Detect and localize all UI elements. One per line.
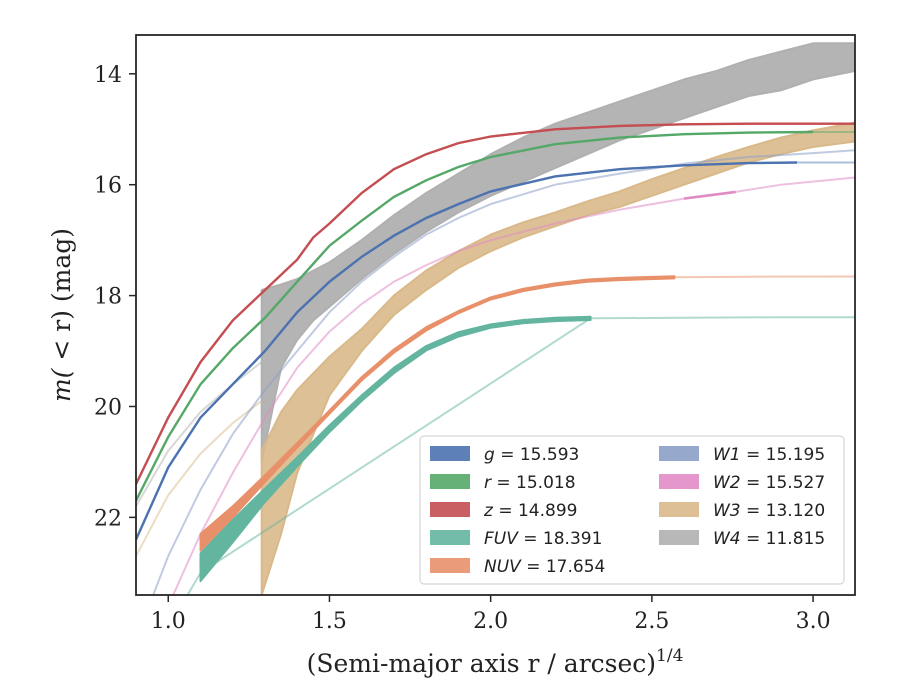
legend-swatch bbox=[430, 502, 470, 517]
series-w3-band bbox=[260, 121, 855, 595]
legend-item-w2: W2 = 15.527 bbox=[659, 473, 825, 493]
series-w3-extrapolation bbox=[136, 400, 263, 557]
ticks-layer: 1.0 1.5 2.0 2.5 3.0 14 16 18 20 22 bbox=[94, 63, 831, 634]
legend-swatch bbox=[659, 446, 699, 461]
legend-swatch bbox=[430, 530, 470, 545]
series-r bbox=[136, 130, 855, 502]
series-fuv bbox=[186, 315, 855, 595]
legend-frame bbox=[419, 435, 845, 585]
legend-label: z = 14.899 bbox=[483, 501, 577, 521]
legend-label: FUV = 18.391 bbox=[484, 529, 602, 549]
series-g-line bbox=[136, 161, 798, 541]
legend-swatch bbox=[659, 530, 699, 545]
series-w3 bbox=[136, 121, 855, 595]
legend-swatch bbox=[659, 474, 699, 489]
series-z bbox=[136, 122, 855, 485]
series-w2 bbox=[172, 176, 855, 595]
legend-item-nuv: NUV = 17.654 bbox=[430, 557, 605, 577]
legend-label: W4 = 11.815 bbox=[713, 529, 825, 549]
y-tick-label: 16 bbox=[94, 174, 122, 199]
legend-item-r: r = 15.018 bbox=[430, 473, 576, 493]
x-tick-label: 2.5 bbox=[634, 609, 669, 634]
x-tick-label: 1.0 bbox=[151, 609, 186, 634]
legend-item-z: z = 14.899 bbox=[430, 501, 577, 521]
series-w4 bbox=[136, 42, 855, 507]
series-w1-line bbox=[152, 149, 855, 595]
series-w1 bbox=[152, 149, 855, 595]
legend-label: W2 = 15.527 bbox=[713, 473, 825, 493]
x-tick-label: 2.0 bbox=[473, 609, 508, 634]
legend-swatch bbox=[430, 558, 470, 573]
plot-frame bbox=[135, 34, 856, 596]
series-w4-extrapolation bbox=[136, 361, 263, 507]
y-tick-label: 14 bbox=[94, 63, 122, 88]
series-z-line bbox=[136, 122, 855, 485]
y-axis-title: m( < r) (mag) bbox=[47, 228, 76, 402]
legend-item-g: g = 15.593 bbox=[430, 445, 579, 465]
legend-item-w1: W1 = 15.195 bbox=[659, 445, 825, 465]
legend-swatch bbox=[430, 474, 470, 489]
x-axis-title: (Semi-major axis r / arcsec)1/4 bbox=[307, 646, 684, 678]
series-nuv-extrapolation bbox=[674, 275, 855, 279]
series-w4-band bbox=[260, 42, 855, 463]
legend-label: W1 = 15.195 bbox=[713, 445, 825, 465]
y-tick-label: 20 bbox=[94, 395, 122, 420]
legend-swatch bbox=[430, 446, 470, 461]
series-g bbox=[136, 161, 855, 541]
legend-item-w3: W3 = 13.120 bbox=[659, 501, 825, 521]
series-nuv-band bbox=[199, 275, 676, 552]
series-fuv-extrapolation bbox=[186, 316, 855, 595]
series-r-line bbox=[136, 130, 814, 502]
legend-item-fuv: FUV = 18.391 bbox=[430, 529, 602, 549]
x-tick-label: 3.0 bbox=[796, 609, 831, 634]
series-fuv-band bbox=[199, 315, 592, 583]
legend-swatch bbox=[659, 502, 699, 517]
y-tick-label: 22 bbox=[94, 506, 122, 531]
series-nuv bbox=[199, 275, 855, 552]
series-w2-solid bbox=[683, 190, 736, 200]
legend-label: W3 = 13.120 bbox=[713, 501, 825, 521]
legend: g = 15.593 r = 15.018 z = 14.899 FUV = 18.3… bbox=[419, 435, 845, 585]
y-tick-label: 18 bbox=[94, 285, 122, 310]
legend-label: NUV = 17.654 bbox=[484, 557, 605, 577]
legend-label: r = 15.018 bbox=[484, 473, 576, 493]
legend-item-w4: W4 = 11.815 bbox=[659, 529, 825, 549]
x-tick-label: 1.5 bbox=[312, 609, 347, 634]
legend-label: g = 15.593 bbox=[484, 445, 579, 465]
series-layer bbox=[136, 42, 855, 595]
